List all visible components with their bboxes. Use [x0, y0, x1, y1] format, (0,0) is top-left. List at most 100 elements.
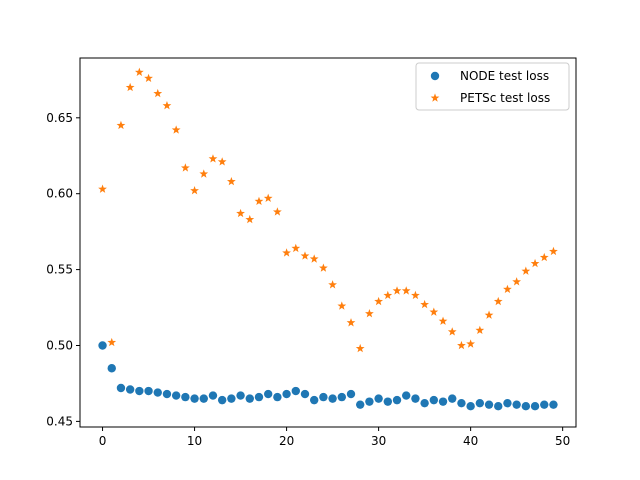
y-tick-label: 0.50 [46, 338, 73, 352]
node-point [337, 392, 347, 402]
node-point [273, 392, 282, 402]
petsc-point [217, 157, 227, 166]
node-point [208, 391, 218, 400]
node-point [383, 397, 393, 406]
petsc-point [484, 310, 494, 319]
node-point [521, 402, 531, 411]
node-point [448, 394, 457, 403]
x-tick-label: 0 [99, 434, 107, 448]
petsc-point [116, 120, 126, 130]
node-point [512, 400, 521, 409]
node-point [374, 394, 383, 403]
petsc-point [309, 254, 319, 263]
petsc-point [530, 258, 540, 268]
node-point [494, 402, 503, 411]
petsc-point [374, 296, 383, 306]
petsc-point [475, 325, 485, 335]
node-point [98, 341, 107, 350]
petsc-point [337, 301, 347, 310]
y-tick-label: 0.60 [46, 187, 73, 201]
node-point [309, 395, 319, 405]
node-point [227, 394, 236, 403]
chart-legend: NODE test loss PETSc test loss [415, 62, 570, 111]
chart-axes: 0 10 20 30 40 50 0.45 0.50 0.55 0.60 0.65 [46, 57, 577, 448]
chart-marks [98, 67, 558, 411]
petsc-point [503, 284, 512, 294]
petsc-point [236, 208, 245, 218]
node-point [300, 389, 310, 399]
petsc-point [401, 286, 411, 295]
node-point [402, 391, 411, 400]
plot-frame [79, 57, 577, 428]
petsc-point [447, 327, 457, 336]
petsc-point [273, 207, 282, 216]
y-tick-label: 0.55 [46, 263, 73, 277]
legend-node-marker [430, 71, 440, 81]
petsc-point [291, 243, 301, 253]
node-point [540, 400, 549, 409]
petsc-point [153, 88, 163, 98]
petsc-point [199, 169, 209, 178]
petsc-point [355, 343, 365, 353]
petsc-point [282, 248, 291, 257]
node-point [503, 398, 512, 408]
y-tick-label: 0.45 [46, 414, 73, 428]
petsc-point [208, 154, 218, 163]
node-point [116, 383, 126, 393]
node-point [411, 394, 420, 403]
node-point [245, 394, 254, 403]
node-point [475, 398, 485, 408]
legend-petsc-label: PETSc test loss [460, 91, 550, 105]
node-point [153, 388, 162, 397]
node-point [420, 398, 429, 408]
petsc-point [144, 73, 153, 83]
node-point [107, 364, 116, 373]
x-tick-label: 40 [463, 434, 478, 448]
petsc-point [493, 296, 503, 306]
node-point [217, 395, 227, 405]
node-point [365, 397, 374, 406]
node-point [291, 386, 300, 396]
petsc-point [346, 318, 356, 327]
node-point [162, 389, 172, 399]
x-tick-label: 30 [371, 434, 386, 448]
node-point [199, 394, 208, 403]
petsc-point [125, 82, 135, 92]
legend-petsc-marker [430, 93, 440, 102]
node-point [429, 395, 439, 405]
y-tick-label: 0.65 [46, 111, 73, 125]
petsc-point [466, 339, 476, 348]
petsc-point [254, 196, 264, 206]
petsc-point [107, 337, 117, 347]
node-point [438, 397, 448, 406]
petsc-point [180, 163, 190, 172]
node-point [263, 389, 273, 399]
petsc-point [438, 316, 448, 325]
x-tick-label: 20 [279, 434, 294, 448]
legend-node-label: NODE test loss [460, 69, 549, 83]
node-point [181, 392, 190, 402]
node-point [144, 386, 153, 396]
node-point [125, 385, 135, 394]
petsc-point [227, 176, 236, 186]
node-point [328, 394, 337, 403]
petsc-point [300, 251, 310, 260]
node-point [254, 392, 264, 402]
petsc-point [319, 263, 328, 272]
node-point [530, 402, 540, 411]
petsc-point [98, 184, 107, 193]
node-point [282, 389, 291, 399]
petsc-point [539, 252, 549, 262]
petsc-point [134, 67, 144, 76]
petsc-point [171, 125, 181, 134]
petsc-point [245, 214, 255, 224]
petsc-point [549, 246, 558, 256]
petsc-point [365, 309, 374, 318]
node-point [457, 398, 466, 408]
node-point [549, 400, 558, 409]
legend-box [415, 62, 570, 111]
x-tick-label: 50 [555, 434, 570, 448]
petsc-point [512, 277, 522, 286]
node-point [190, 394, 199, 403]
